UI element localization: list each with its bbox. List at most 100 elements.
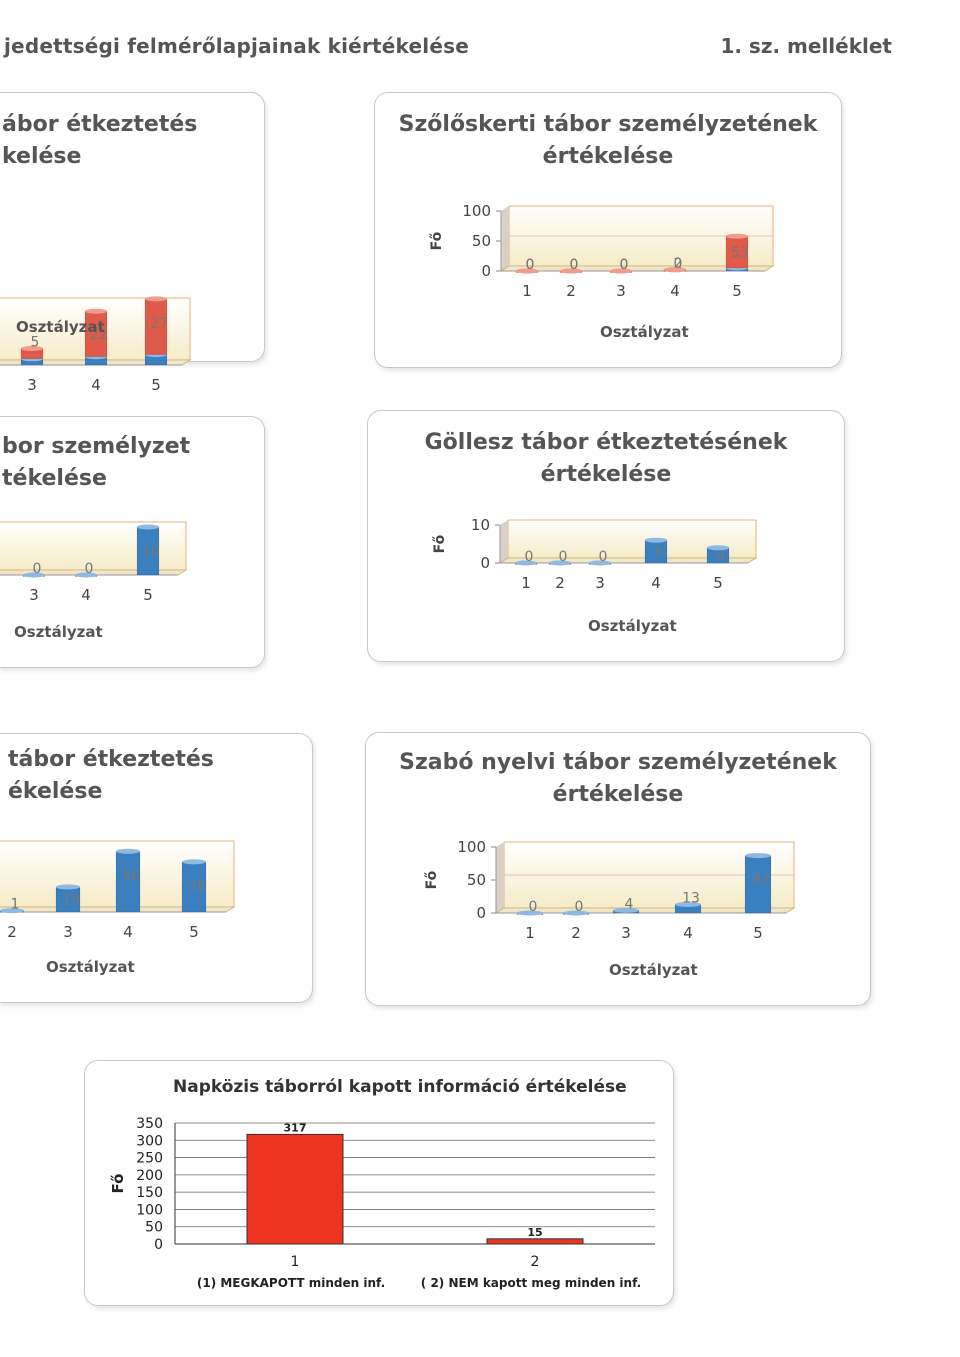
chart-7-y-axis-label: Fő: [109, 1174, 127, 1194]
chart-6-x-axis-label: Osztályzat: [609, 961, 698, 979]
chart-4-y-axis-label: Fő: [432, 534, 448, 553]
chart-5-data-label: 46: [122, 868, 140, 884]
page-header-title: jedettségi felmérőlapjainak kiértékelése: [4, 34, 469, 58]
chart-1-x-tick-label: 3: [27, 376, 37, 394]
chart-2-side-wall: [501, 206, 509, 271]
chart-7-y-tick-label: 250: [136, 1151, 163, 1167]
chart-3-x-tick-label: 5: [143, 586, 153, 604]
chart-card-1: ábor étkeztetés kelése 34535422527 Osztá…: [0, 92, 265, 394]
chart-4-bar-1-cap: [549, 560, 571, 566]
chart-2-x-tick-label: 5: [732, 282, 742, 300]
chart-4-side-wall: [500, 520, 508, 563]
chart-6-y-tick-label: 0: [476, 904, 486, 922]
chart-2-x-axis-label: Osztályzat: [600, 323, 689, 341]
chart-6-data-label: 0: [529, 899, 538, 915]
chart-4-x-axis-label: Osztályzat: [588, 617, 677, 635]
chart-5-x-tick-label: 5: [189, 923, 199, 941]
chart-2-data-label: 0: [620, 257, 629, 273]
chart-5-plot: 2 3 4 5 1 19 46 38: [0, 840, 236, 941]
chart-5-bar-1-cap: [56, 884, 80, 890]
chart-7-x-tick-label: 1: [291, 1254, 300, 1270]
chart-5-data-label: 1: [11, 897, 20, 913]
chart-2-bar-2-cap: [610, 268, 632, 274]
chart-card-5: tábor étkeztetés ékelése 2 3 4 5 1 19 46 38 Osz…: [0, 733, 313, 1003]
chart-2-data-label: 0: [620, 257, 629, 273]
chart-3-plot: 3 4 5 0 0 10: [0, 521, 188, 604]
chart-6-x-tick-label: 2: [571, 924, 581, 942]
chart-2-data-label: 0: [526, 257, 535, 273]
chart-1-x-axis-label: Osztályzat: [16, 318, 105, 336]
chart-7-y-tick-label: 200: [136, 1168, 163, 1184]
chart-3-title-line-1: bor személyzet: [2, 434, 191, 459]
chart-6-data-label: 4: [625, 896, 634, 912]
chart-5-x-tick-label: 3: [63, 923, 73, 941]
chart-2-bar-2-cap: [664, 267, 686, 273]
chart-7-y-tick-label: 300: [136, 1133, 163, 1149]
chart-1-x-tick-label: 4: [91, 376, 101, 394]
chart-card-3: bor személyzet tékelése 3 4 5 0 0 10 Osztályz…: [0, 416, 265, 668]
chart-1-title-line-2: kelése: [2, 144, 82, 169]
chart-6-y-tick-label: 100: [457, 838, 486, 856]
chart-2-bar-2-cap: [726, 233, 748, 239]
chart-2-bar-2-cap: [560, 268, 582, 274]
chart-7-y-tick-label: 100: [136, 1202, 163, 1218]
chart-4-x-tick-label: 2: [555, 574, 565, 592]
chart-2-x-tick-label: 3: [616, 282, 626, 300]
chart-2-y-axis-label: Fő: [429, 231, 445, 250]
chart-7-y-tick-label: 50: [145, 1220, 163, 1236]
chart-1-title-line-1: ábor étkeztetés: [2, 112, 198, 137]
chart-5-bar-1: [181, 861, 207, 913]
chart-4-bar-1-cap: [515, 560, 537, 566]
chart-7-data-label: 317: [284, 1121, 307, 1134]
chart-4-y-tick-label: 0: [480, 554, 490, 572]
chart-1-bar-2-cap: [145, 296, 167, 302]
chart-5-data-label: 19: [62, 892, 80, 908]
chart-6-data-label: 13: [682, 890, 700, 906]
chart-6-y-tick-label: 50: [467, 871, 486, 889]
chart-7-category-caption: ( 2) NEM kapott meg minden inf.: [421, 1276, 641, 1290]
chart-4-bar-1-cap: [645, 537, 667, 543]
chart-5-bar-1-cap: [182, 859, 206, 865]
chart-2-title-line-1: Szőlőskerti tábor személyzetének: [398, 112, 818, 137]
chart-4-bar-1-cap: [589, 560, 611, 566]
chart-5-title-line-2: ékelése: [8, 779, 103, 804]
chart-6-data-label: 87: [752, 873, 770, 889]
chart-3-title-line-2: tékelése: [2, 466, 107, 491]
chart-3-x-tick-label: 4: [81, 586, 91, 604]
chart-1-x-tick-label: 5: [151, 376, 161, 394]
chart-2-data-label: 0: [570, 257, 579, 273]
chart-7-data-label: 15: [527, 1226, 542, 1239]
chart-4-bar-1-cap: [707, 545, 729, 551]
chart-2-data-label: 0: [526, 257, 535, 273]
chart-5-bar-1: [55, 886, 81, 913]
chart-card-2: Szőlőskerti tábor személyzetének értékel…: [374, 92, 842, 368]
chart-5-data-label: 38: [188, 879, 206, 895]
chart-6-x-tick-label: 3: [621, 924, 631, 942]
chart-1-plot: 34535422527: [0, 296, 192, 394]
chart-7-bar: [246, 1133, 344, 1245]
chart-6-bar-1-cap: [563, 910, 589, 916]
chart-7-y-tick-label: 0: [154, 1237, 163, 1253]
chart-3-data-label: 0: [33, 561, 42, 577]
chart-5-x-axis-label: Osztályzat: [46, 958, 135, 976]
chart-6-x-tick-label: 4: [683, 924, 693, 942]
chart-2-data-label: 53: [731, 245, 749, 261]
chart-5-title-line-1: tábor étkeztetés: [8, 747, 214, 772]
chart-6-bar-1-cap: [675, 901, 701, 907]
chart-3-x-tick-label: 3: [29, 586, 39, 604]
annex-label: 1. sz. melléklet: [720, 34, 892, 58]
chart-4-x-tick-label: 1: [521, 574, 531, 592]
chart-5-bar-1-cap: [116, 848, 140, 854]
chart-4-data-label: 4: [717, 548, 726, 564]
chart-1-data-label: 22: [90, 327, 108, 343]
chart-2-title-line-2: értékelése: [542, 144, 674, 169]
chart-1-bar-2-cap: [21, 345, 43, 351]
chart-2-plot: 100500Fő1234500000020553: [429, 202, 775, 300]
chart-1-data-label: 5: [31, 334, 40, 350]
chart-6-bar-1: [744, 855, 772, 914]
chart-3-data-label: 10: [142, 544, 160, 560]
chart-4-x-tick-label: 4: [651, 574, 661, 592]
chart-6-x-tick-label: 1: [525, 924, 535, 942]
